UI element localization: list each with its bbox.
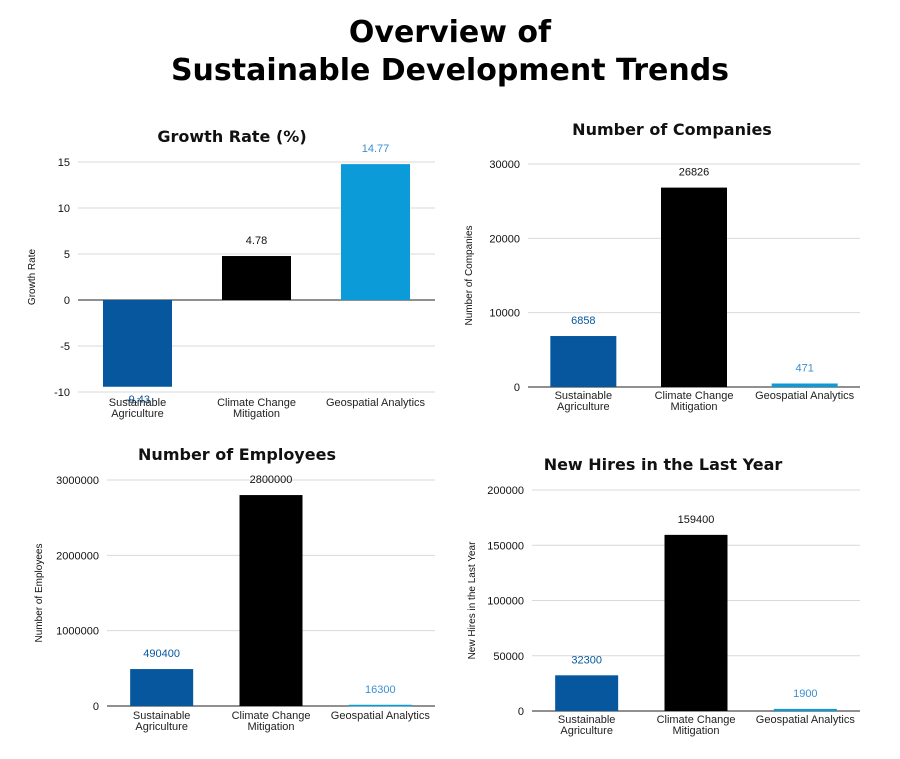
- y-tick-label: 15: [58, 157, 70, 169]
- y-tick-label: 20000: [489, 233, 520, 245]
- new-hires-chart: New Hires in the Last Year 0 50000 100000 15…: [450, 450, 900, 750]
- category-label-line: Geospatial Analytics: [756, 714, 856, 726]
- bar-climate-change-mitigation: [661, 187, 727, 387]
- value-label-climate-change-mitigation: 4.78: [246, 235, 267, 247]
- growth-rate-chart-svg: Growth Rate (%) -10 -5 0 5 10 15 Growth Rate -9.…: [27, 127, 435, 420]
- category-label-line: Agriculture: [557, 401, 610, 413]
- category-label-climate-change-mitigation: Climate Change Mitigation: [232, 710, 311, 733]
- bar-sustainable-agriculture: [550, 336, 617, 387]
- employees-chart: Number of Employees 0 1000000 2000000 300000…: [0, 440, 450, 740]
- y-tick-label: 0: [93, 701, 99, 713]
- category-label-climate-change-mitigation: Climate Change Mitigation: [655, 390, 734, 413]
- category-label-geospatial-analytics: Geospatial Analytics: [756, 714, 856, 726]
- companies-chart-svg: Number of Companies 0 10000 20000 30000 Numbe…: [464, 120, 860, 413]
- y-tick-label: 5: [64, 249, 70, 261]
- y-axis-title: Growth Rate: [27, 248, 38, 305]
- category-label-sustainable-agriculture: Sustainable Agriculture: [558, 714, 616, 737]
- bar-sustainable-agriculture: [555, 675, 619, 711]
- category-label-line: Agriculture: [135, 721, 188, 733]
- category-label-line: Geospatial Analytics: [326, 397, 426, 409]
- category-label-line: Climate Change: [655, 390, 734, 402]
- chart-title: New Hires in the Last Year: [544, 455, 783, 474]
- y-tick-label: 50000: [493, 651, 524, 663]
- y-axis-title: New Hires in the Last Year: [467, 541, 478, 660]
- category-label-geospatial-analytics: Geospatial Analytics: [331, 710, 431, 722]
- bar-sustainable-agriculture: [130, 669, 194, 706]
- y-tick-label: 100000: [487, 596, 524, 608]
- value-label-climate-change-mitigation: 26826: [679, 167, 710, 179]
- y-tick-label: 2000000: [56, 550, 99, 562]
- category-label-line: Sustainable: [558, 714, 616, 726]
- value-label-climate-change-mitigation: 2800000: [250, 474, 293, 486]
- category-label-line: Mitigation: [670, 401, 717, 413]
- companies-chart: Number of Companies 0 10000 20000 30000 Numbe…: [450, 115, 900, 430]
- value-label-climate-change-mitigation: 159400: [678, 514, 715, 526]
- category-label-line: Climate Change: [657, 714, 736, 726]
- chart-title: Number of Companies: [572, 120, 772, 139]
- page-title-line-2: Sustainable Development Trends: [170, 53, 730, 88]
- category-label-line: Mitigation: [672, 725, 719, 737]
- bar-geospatial-analytics: [348, 704, 412, 707]
- y-tick-label: 10: [58, 203, 70, 215]
- category-label-line: Sustainable: [555, 390, 613, 402]
- page-title-line-1: Overview of: [348, 15, 552, 50]
- category-label-sustainable-agriculture: Sustainable Agriculture: [555, 390, 613, 413]
- category-label-climate-change-mitigation: Climate Change Mitigation: [657, 714, 736, 737]
- category-label-geospatial-analytics: Geospatial Analytics: [755, 390, 855, 402]
- y-tick-label: 200000: [487, 485, 524, 497]
- category-label-geospatial-analytics: Geospatial Analytics: [326, 397, 426, 409]
- category-label-sustainable-agriculture: Sustainable Agriculture: [133, 710, 191, 733]
- y-axis-title: Number of Employees: [34, 544, 45, 643]
- category-label-line: Mitigation: [247, 721, 294, 733]
- employees-chart-svg: Number of Employees 0 1000000 2000000 300000…: [34, 445, 435, 733]
- page-title: Overview of Sustainable Development Tren…: [0, 14, 900, 90]
- chart-title: Number of Employees: [138, 445, 336, 464]
- category-label-line: Agriculture: [560, 725, 613, 737]
- y-axis-title: Number of Companies: [464, 225, 475, 325]
- y-tick-label: 150000: [487, 540, 524, 552]
- value-label-geospatial-analytics: 471: [795, 362, 813, 374]
- category-label-line: Sustainable: [133, 710, 191, 722]
- bar-geospatial-analytics: [771, 383, 838, 387]
- y-tick-label: 0: [518, 706, 524, 718]
- bar-climate-change-mitigation: [222, 256, 291, 300]
- bar-sustainable-agriculture: [103, 300, 172, 387]
- y-tick-label: 0: [514, 382, 520, 394]
- y-tick-label: 30000: [489, 159, 520, 171]
- category-label-line: Climate Change: [232, 710, 311, 722]
- value-label-sustainable-agriculture: 6858: [571, 315, 595, 327]
- growth-rate-chart: Growth Rate (%) -10 -5 0 5 10 15 Growth Rate -9.…: [0, 120, 450, 430]
- y-tick-label: 3000000: [56, 475, 99, 487]
- category-label-sustainable-agriculture: Sustainable Agriculture: [109, 397, 167, 420]
- y-tick-label: 10000: [489, 308, 520, 320]
- value-label-sustainable-agriculture: 490400: [143, 648, 180, 660]
- y-tick-label: -5: [60, 341, 70, 353]
- category-label-line: Climate Change: [217, 397, 296, 409]
- bar-climate-change-mitigation: [239, 495, 303, 706]
- category-label-line: Mitigation: [233, 408, 280, 420]
- category-label-line: Sustainable: [109, 397, 167, 409]
- category-label-line: Agriculture: [111, 408, 164, 420]
- chart-title: Growth Rate (%): [157, 127, 306, 146]
- value-label-geospatial-analytics: 16300: [365, 684, 396, 696]
- bar-geospatial-analytics: [773, 708, 837, 711]
- bar-climate-change-mitigation: [664, 534, 728, 711]
- value-label-geospatial-analytics: 14.77: [362, 143, 390, 155]
- category-label-climate-change-mitigation: Climate Change Mitigation: [217, 397, 296, 420]
- y-tick-label: 0: [64, 295, 70, 307]
- value-label-sustainable-agriculture: -9.43: [125, 394, 150, 406]
- bar-geospatial-analytics: [341, 164, 410, 300]
- value-label-sustainable-agriculture: 32300: [571, 654, 602, 666]
- new-hires-chart-svg: New Hires in the Last Year 0 50000 100000 15…: [467, 455, 860, 737]
- value-label-geospatial-analytics: 1900: [793, 688, 817, 700]
- y-tick-label: -10: [54, 387, 70, 399]
- category-label-line: Geospatial Analytics: [755, 390, 855, 402]
- category-label-line: Geospatial Analytics: [331, 710, 431, 722]
- y-tick-label: 1000000: [56, 626, 99, 638]
